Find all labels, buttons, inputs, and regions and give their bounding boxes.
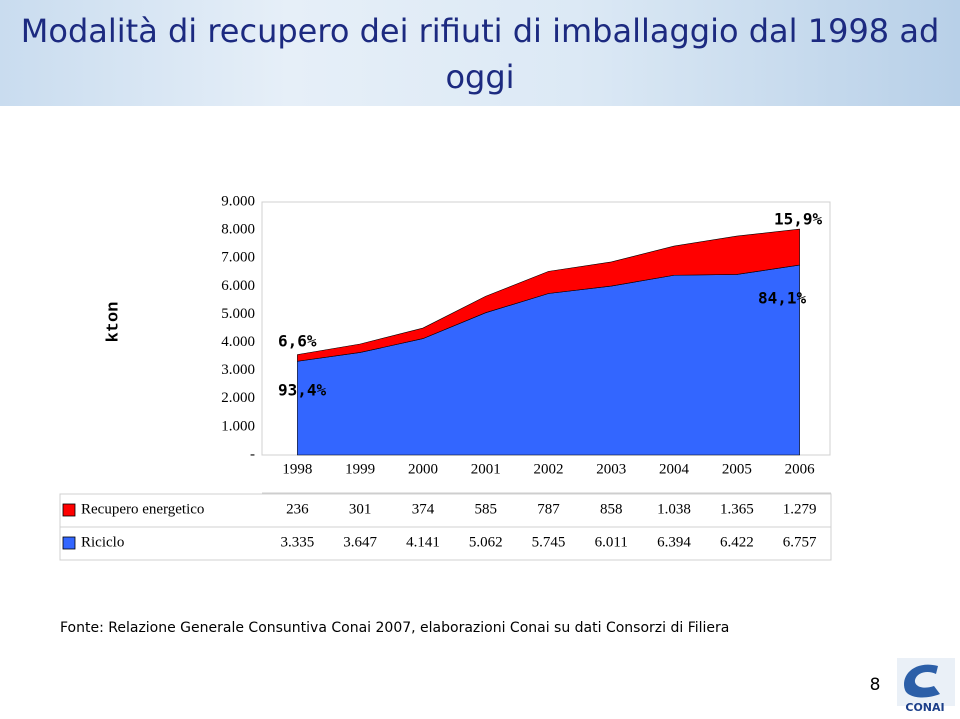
y-tick-label: 9.000 bbox=[221, 193, 255, 209]
y-tick-label: 7.000 bbox=[221, 250, 255, 266]
x-tick-label: 1999 bbox=[345, 461, 375, 477]
x-tick-label: 1998 bbox=[282, 461, 312, 477]
y-tick-label: 2.000 bbox=[221, 390, 255, 406]
y-tick-label: 6.000 bbox=[221, 278, 255, 294]
annotation: 93,4% bbox=[278, 381, 327, 400]
legend-swatch bbox=[62, 503, 76, 517]
table-value: 236 bbox=[286, 501, 309, 517]
logo-mark bbox=[904, 664, 940, 698]
page-number: 8 bbox=[870, 675, 881, 695]
table-value: 374 bbox=[412, 501, 435, 517]
table-value: 6.011 bbox=[595, 534, 628, 550]
table-value: 1.279 bbox=[783, 501, 817, 517]
footnote: Fonte: Relazione Generale Consuntiva Con… bbox=[60, 620, 729, 636]
y-tick-label: 1.000 bbox=[221, 418, 255, 434]
y-tick-label: 8.000 bbox=[221, 222, 255, 238]
legend-label: Riciclo bbox=[81, 534, 124, 550]
x-tick-label: 2002 bbox=[534, 461, 564, 477]
table-value: 4.141 bbox=[406, 534, 440, 550]
legend-swatch bbox=[62, 536, 76, 550]
table-value: 1.365 bbox=[720, 501, 754, 517]
table-value: 1.038 bbox=[657, 501, 691, 517]
annotation: 15,9% bbox=[774, 210, 823, 229]
table-value: 6.422 bbox=[720, 534, 754, 550]
logo-text: CONAI bbox=[905, 701, 944, 714]
y-tick-label: 5.000 bbox=[221, 306, 255, 322]
x-tick-label: 2006 bbox=[785, 461, 816, 477]
table-value: 3.335 bbox=[281, 534, 315, 550]
table-row-border bbox=[59, 526, 832, 561]
table-value: 585 bbox=[474, 501, 497, 517]
header-band bbox=[0, 0, 960, 106]
logo: CONAI bbox=[897, 658, 955, 714]
x-tick-label: 2000 bbox=[408, 461, 438, 477]
legend-label: Recupero energetico bbox=[81, 501, 204, 517]
area bbox=[297, 228, 800, 362]
y-axis-label: kton bbox=[104, 302, 123, 343]
annotation: 84,1% bbox=[758, 289, 807, 308]
slide-title: Modalità di recupero dei rifiuti di imba… bbox=[20, 12, 940, 96]
table-value: 6.394 bbox=[657, 534, 691, 550]
table-value: 787 bbox=[537, 501, 560, 517]
y-tick-label: 4.000 bbox=[221, 334, 255, 350]
annotation: 6,6% bbox=[278, 332, 317, 351]
x-tick-label: 2003 bbox=[596, 461, 626, 477]
y-tick-label: 3.000 bbox=[221, 362, 255, 378]
table-value: 6.757 bbox=[783, 534, 817, 550]
y-tick-label: - bbox=[250, 446, 255, 462]
x-tick-label: 2001 bbox=[471, 461, 501, 477]
table-value: 858 bbox=[600, 501, 623, 517]
table-value: 5.745 bbox=[532, 534, 566, 550]
x-tick-label: 2004 bbox=[659, 461, 690, 477]
table-value: 3.647 bbox=[343, 534, 377, 550]
table-value: 5.062 bbox=[469, 534, 503, 550]
x-tick-label: 2005 bbox=[722, 461, 752, 477]
table-value: 301 bbox=[349, 501, 372, 517]
